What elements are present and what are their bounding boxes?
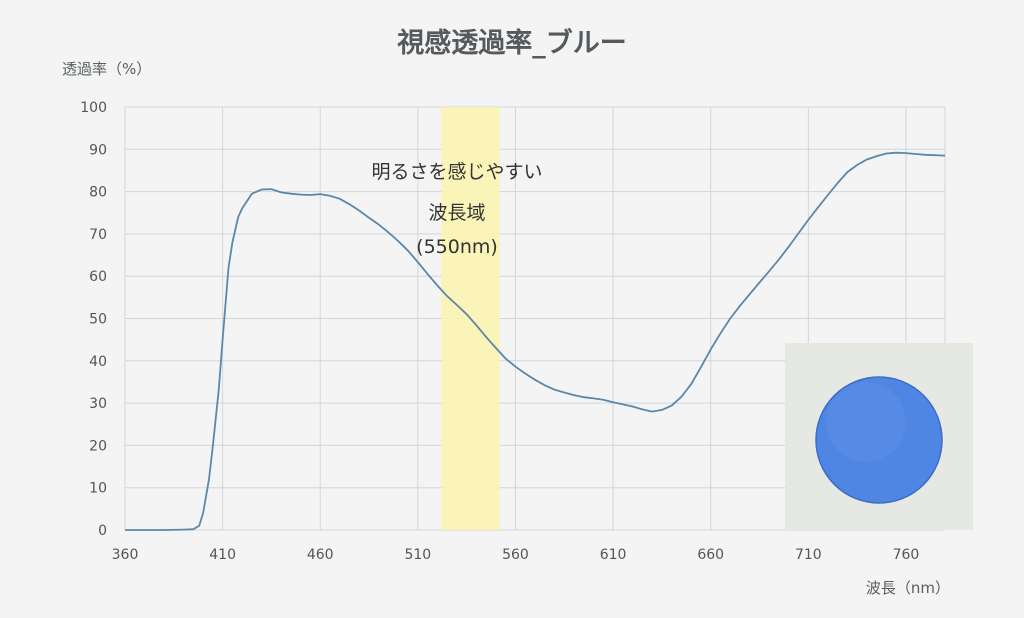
blue-filter-disc: [815, 376, 943, 504]
y-tick-90: 90: [89, 142, 107, 158]
grid: [124, 106, 946, 531]
x-tick-460: 460: [307, 547, 334, 563]
series-layer: [125, 151, 946, 531]
x-tick-660: 660: [697, 547, 724, 563]
x-tick-labels: 360 410 460 510 560 610 660 710 760: [112, 547, 920, 563]
y-tick-30: 30: [89, 396, 107, 412]
x-tick-610: 610: [600, 547, 627, 563]
sample-photo: [785, 343, 973, 530]
band-annotation: 明るさを感じやすい 波長域 (550nm): [371, 161, 542, 258]
y-tick-10: 10: [89, 481, 107, 497]
x-tick-410: 410: [209, 547, 236, 563]
x-axis-title: 波長（nm）: [866, 579, 950, 597]
y-tick-40: 40: [89, 354, 107, 370]
y-tick-60: 60: [89, 269, 107, 285]
y-tick-80: 80: [89, 185, 107, 201]
x-tick-560: 560: [502, 547, 529, 563]
x-tick-710: 710: [795, 547, 822, 563]
series-line-0: [125, 151, 946, 531]
chart-title: 視感透過率_ブルー: [397, 27, 627, 59]
y-tick-20: 20: [89, 438, 107, 454]
disc-highlight: [826, 382, 906, 462]
y-axis-title: 透過率（%）: [62, 60, 151, 78]
y-tick-100: 100: [80, 100, 107, 116]
y-tick-0: 0: [98, 523, 107, 539]
annotation-line-1: 明るさを感じやすい: [371, 161, 542, 183]
annotation-line-3: (550nm): [416, 236, 498, 258]
x-tick-360: 360: [112, 547, 139, 563]
x-tick-760: 760: [893, 547, 920, 563]
x-tick-510: 510: [404, 547, 431, 563]
y-tick-labels: 0 10 20 30 40 50 60 70 80 90 100: [80, 100, 107, 539]
y-tick-70: 70: [89, 227, 107, 243]
y-tick-50: 50: [89, 312, 107, 328]
annotation-line-2: 波長域: [428, 202, 485, 224]
